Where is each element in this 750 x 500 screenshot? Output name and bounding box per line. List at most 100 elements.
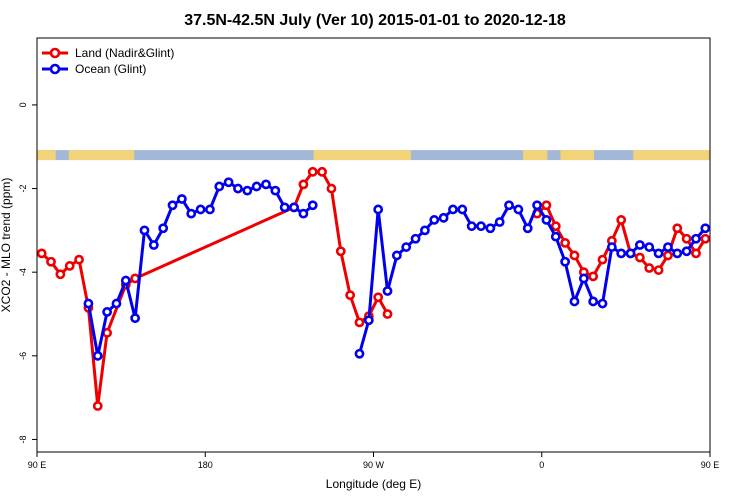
data-point [307, 200, 318, 211]
series-layer [36, 166, 711, 411]
land-segment [560, 150, 595, 161]
data-point [663, 250, 673, 261]
y-tick-label: -2 [18, 185, 28, 193]
data-point [233, 183, 243, 194]
data-point [401, 242, 412, 252]
data-point [457, 204, 468, 215]
data-point [74, 254, 84, 265]
y-tick-label: -8 [18, 435, 28, 443]
plot-frame [36, 37, 711, 453]
data-point [550, 221, 561, 232]
data-point [298, 208, 309, 219]
data-point [410, 233, 421, 244]
data-point [681, 233, 692, 244]
data-point [560, 238, 571, 248]
data-point [541, 215, 552, 225]
data-point [92, 350, 103, 361]
data-point [700, 223, 711, 234]
data-point [176, 194, 187, 204]
legend-marker [49, 47, 61, 59]
data-point [111, 298, 122, 309]
data-point [438, 212, 449, 223]
data-point [195, 204, 206, 215]
x-axis-label: Longitude (deg E) [326, 477, 421, 491]
data-point [335, 246, 346, 257]
data-point [588, 296, 599, 307]
data-point [569, 296, 580, 307]
data-point [92, 401, 103, 411]
data-point [522, 223, 533, 234]
data-point [289, 202, 299, 213]
legend-label: Ocean (Glint) [75, 62, 146, 76]
data-point [270, 185, 281, 196]
data-point [46, 256, 56, 267]
data-point [476, 221, 486, 232]
data-point [420, 225, 430, 236]
data-point [691, 248, 701, 259]
data-point [466, 221, 477, 232]
land-segment [68, 150, 135, 161]
data-point [625, 248, 636, 259]
data-point [644, 263, 655, 273]
data-point [223, 177, 234, 188]
data-point [261, 179, 271, 190]
data-point [560, 256, 571, 267]
data-point [391, 250, 402, 261]
data-point [102, 307, 113, 317]
data-point [363, 315, 374, 326]
data-point [382, 309, 393, 319]
data-point [541, 200, 552, 211]
data-point [205, 204, 215, 215]
data-point [373, 292, 384, 303]
data-point [663, 242, 673, 252]
data-point [691, 233, 701, 244]
data-point [588, 271, 599, 282]
data-point [681, 246, 692, 257]
data-point [513, 204, 524, 215]
data-point [251, 181, 262, 192]
data-point [634, 252, 645, 263]
data-point [354, 317, 365, 328]
data-point [317, 166, 327, 177]
data-point [345, 290, 356, 301]
data-point [242, 185, 253, 196]
data-point [634, 240, 645, 250]
data-point [354, 348, 365, 359]
y-tick-label: -4 [18, 268, 28, 276]
data-point [672, 248, 683, 259]
data-point [158, 223, 169, 234]
data-point [597, 254, 608, 265]
data-point [279, 202, 290, 213]
land-segment [633, 150, 710, 161]
data-point [504, 200, 514, 211]
data-point [616, 215, 627, 225]
data-point [606, 242, 617, 252]
data-point [64, 261, 75, 271]
data-point [672, 223, 683, 234]
data-point [326, 183, 337, 194]
series-ocean [83, 177, 711, 361]
data-point [167, 200, 178, 211]
data-point [494, 217, 505, 227]
data-point [485, 223, 496, 234]
y-tick-label: -6 [18, 352, 28, 360]
series-line [40, 170, 389, 408]
data-point [382, 286, 393, 296]
land-ocean-strip [37, 150, 710, 161]
chart-title: 37.5N-42.5N July (Ver 10) 2015-01-01 to … [184, 12, 566, 29]
land-segment [313, 150, 411, 161]
data-point [616, 248, 627, 259]
data-point [448, 204, 458, 215]
legend: Land (Nadir&Glint) Ocean (Glint) [42, 46, 174, 76]
data-point [139, 225, 150, 236]
x-tick-label: 90 W [363, 460, 385, 470]
data-point [550, 231, 561, 242]
x-tick-label: 90 E [28, 460, 47, 470]
data-point [644, 242, 655, 252]
data-point [130, 313, 141, 324]
legend-marker [49, 63, 61, 75]
land-segment [37, 150, 56, 161]
data-point [214, 181, 225, 192]
data-point [298, 179, 309, 190]
x-tick-label: 0 [539, 460, 544, 470]
